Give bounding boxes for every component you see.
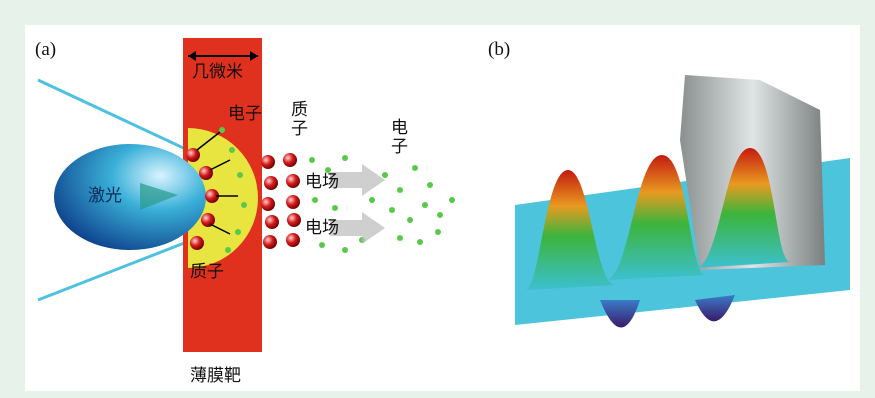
annotation: 电子 — [228, 106, 262, 123]
panel-label: (b) — [488, 40, 510, 59]
annotation: 电场 — [305, 220, 339, 237]
annotation: 质子 — [190, 264, 224, 281]
panel-label: (a) — [35, 40, 56, 59]
illustration — [0, 0, 875, 398]
figure: (a) 几微米 电子 质子 电子 激光 电场 电场 质子 薄膜靶 (b) — [0, 0, 875, 398]
panel-b-art — [515, 75, 850, 328]
annotation: 质子 — [288, 100, 305, 138]
annotation: 激光 — [88, 188, 122, 205]
width-label: 几微米 — [192, 64, 243, 81]
target-label: 薄膜靶 — [190, 368, 241, 385]
annotation: 电场 — [305, 174, 339, 191]
annotation: 电子 — [388, 118, 405, 156]
